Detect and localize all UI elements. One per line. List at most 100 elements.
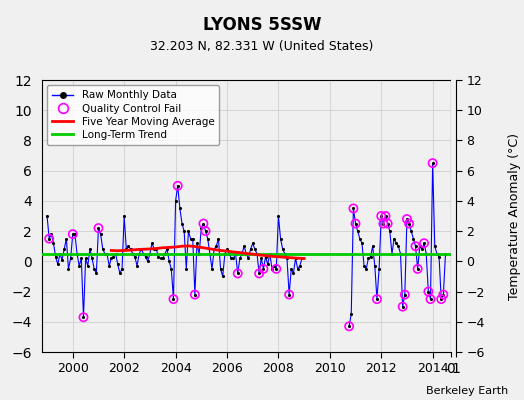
Point <box>197 225 205 231</box>
Point <box>293 266 302 272</box>
Point <box>120 213 128 219</box>
Point <box>201 228 210 234</box>
Point <box>283 255 291 262</box>
Point <box>253 250 261 257</box>
Point <box>259 266 268 272</box>
Point <box>205 250 214 257</box>
Point <box>377 213 386 219</box>
Point <box>86 246 94 252</box>
Point <box>51 254 60 260</box>
Point <box>384 220 392 227</box>
Point <box>173 182 182 189</box>
Point <box>429 160 437 166</box>
Point <box>362 266 370 272</box>
Point <box>375 266 383 272</box>
Point <box>79 314 88 320</box>
Point <box>411 243 420 250</box>
Point <box>189 236 197 242</box>
Point <box>107 255 115 262</box>
Point <box>201 228 210 234</box>
Point <box>110 254 118 260</box>
Point <box>43 213 51 219</box>
Point <box>71 231 79 237</box>
Point <box>210 246 219 252</box>
Point <box>193 240 201 246</box>
Point <box>227 255 235 262</box>
Point <box>165 258 173 264</box>
Point <box>270 263 278 269</box>
Point <box>394 243 402 250</box>
Point <box>345 323 353 330</box>
Point <box>418 246 426 252</box>
Point <box>88 255 96 262</box>
Point <box>356 236 364 242</box>
Point <box>137 246 146 252</box>
Point <box>128 250 137 257</box>
Point <box>178 220 186 227</box>
Point <box>250 246 259 252</box>
Point <box>441 250 450 257</box>
Point <box>413 266 422 272</box>
Point <box>437 296 445 302</box>
Point <box>373 296 381 302</box>
Point <box>439 291 447 298</box>
Point <box>296 263 304 269</box>
Point <box>259 266 268 272</box>
Point <box>413 266 422 272</box>
Point <box>276 236 285 242</box>
Point <box>169 296 178 302</box>
Point <box>208 266 216 272</box>
Point <box>405 220 413 227</box>
Point <box>135 250 144 257</box>
Point <box>345 323 353 330</box>
Point <box>398 304 407 310</box>
Point <box>60 246 69 252</box>
Point <box>199 220 208 227</box>
Point <box>221 250 229 257</box>
Point <box>53 261 62 268</box>
Point <box>257 255 266 262</box>
Point <box>161 250 169 257</box>
Legend: Raw Monthly Data, Quality Control Fail, Five Year Moving Average, Long-Term Tren: Raw Monthly Data, Quality Control Fail, … <box>47 85 220 145</box>
Point <box>191 291 199 298</box>
Point <box>130 254 139 260</box>
Point <box>191 291 199 298</box>
Point <box>398 304 407 310</box>
Point <box>386 228 394 234</box>
Point <box>244 255 253 262</box>
Point <box>126 246 135 252</box>
Point <box>281 250 289 257</box>
Point <box>439 291 447 298</box>
Point <box>347 311 355 318</box>
Point <box>368 243 377 250</box>
Point <box>214 236 223 242</box>
Point <box>101 250 109 257</box>
Point <box>225 250 233 257</box>
Point <box>435 254 443 260</box>
Point <box>291 255 300 262</box>
Point <box>187 236 195 242</box>
Point <box>114 261 122 268</box>
Point <box>56 250 64 257</box>
Point <box>94 225 103 231</box>
Point <box>141 254 150 260</box>
Point <box>401 291 409 298</box>
Point <box>381 213 390 219</box>
Point <box>75 263 83 269</box>
Point <box>182 266 191 272</box>
Point <box>81 255 90 262</box>
Point <box>407 228 416 234</box>
Point <box>285 291 293 298</box>
Text: Berkeley Earth: Berkeley Earth <box>426 386 508 396</box>
Point <box>420 240 428 246</box>
Point <box>118 266 126 272</box>
Point <box>116 270 124 277</box>
Point <box>73 250 81 257</box>
Point <box>264 261 272 268</box>
Point <box>223 246 231 252</box>
Point <box>152 246 160 252</box>
Point <box>384 220 392 227</box>
Point <box>349 205 357 212</box>
Point <box>416 243 424 250</box>
Point <box>199 220 208 227</box>
